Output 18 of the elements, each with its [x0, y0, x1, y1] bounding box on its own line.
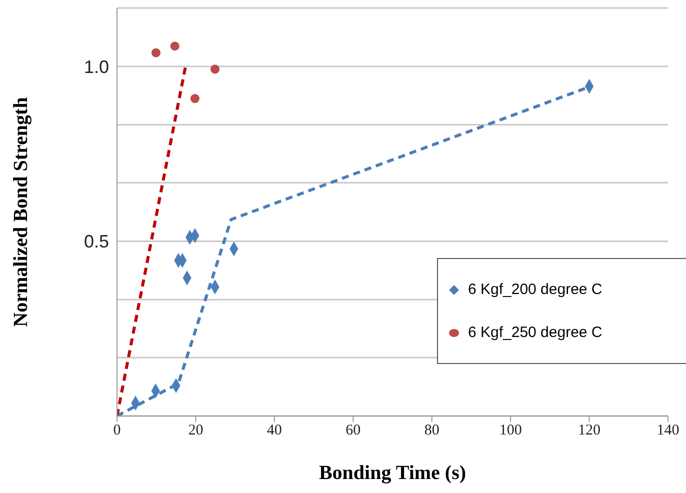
- point: [190, 94, 200, 104]
- x-tick-label: 40: [266, 422, 282, 439]
- x-tick-label: 60: [346, 422, 361, 439]
- x-tick-label: 0: [113, 422, 121, 439]
- x-tick-label: 20: [188, 422, 204, 439]
- point: [170, 42, 180, 51]
- y-tick-label: 1.0: [84, 56, 109, 77]
- x-tick-label: 100: [499, 422, 522, 439]
- legend-label: 6 Kgf_200 degree C: [468, 281, 602, 298]
- legend-label: 6 Kgf_250 degree C: [468, 324, 602, 341]
- x-tick-label: 140: [656, 422, 680, 439]
- point: [210, 64, 220, 74]
- y-tick-label: 0.5: [84, 232, 109, 252]
- y-axis-title: Normalized Bond Strength: [10, 97, 32, 327]
- x-axis-title: Bonding Time (s): [318, 462, 466, 484]
- point: [151, 48, 160, 58]
- x-tick-label: 120: [578, 422, 601, 439]
- x-tick-label: 80: [424, 422, 440, 439]
